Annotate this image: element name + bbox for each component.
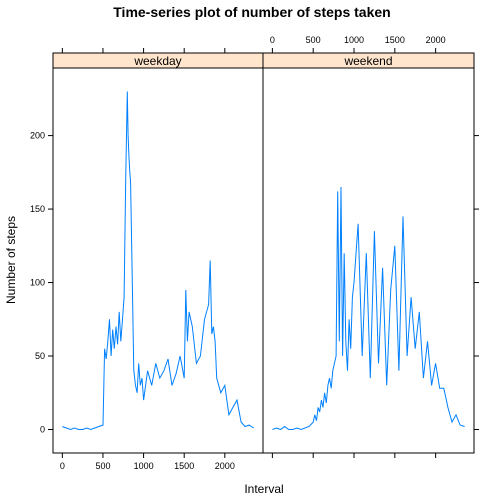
x-tick-label: 1000 <box>344 35 364 45</box>
series-line-weekend <box>272 186 465 431</box>
x-axis-label: Interval <box>244 482 283 496</box>
panel-frame-weekend <box>262 67 475 454</box>
strip-label-weekday: weekday <box>133 54 181 68</box>
series-line-weekday <box>62 91 254 431</box>
x-tick-label: 500 <box>306 35 321 45</box>
y-tick-label: 50 <box>35 351 45 361</box>
y-tick-label: 0 <box>40 424 45 434</box>
y-tick-label: 200 <box>30 131 45 141</box>
x-tick-label: 1500 <box>174 461 194 471</box>
y-axis-label: Number of steps <box>4 216 18 304</box>
y-tick-label: 150 <box>30 204 45 214</box>
x-tick-label: 2000 <box>426 35 446 45</box>
x-tick-label: 1500 <box>385 35 405 45</box>
chart-title: Time-series plot of number of steps take… <box>113 4 390 20</box>
x-tick-label: 0 <box>270 35 275 45</box>
y-tick-label: 100 <box>30 278 45 288</box>
x-tick-label: 500 <box>95 461 110 471</box>
x-tick-label: 2000 <box>215 461 235 471</box>
panel-frame-weekday <box>52 67 264 454</box>
x-tick-label: 1000 <box>134 461 154 471</box>
x-tick-label: 0 <box>60 461 65 471</box>
strip-label-weekend: weekend <box>343 54 392 68</box>
